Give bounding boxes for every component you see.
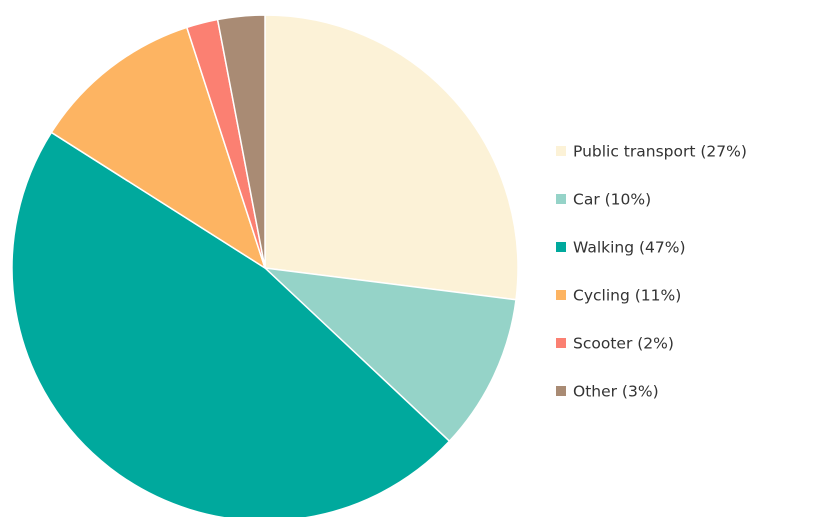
pie-slice bbox=[216, 14, 266, 269]
legend-label: Scooter (2%) bbox=[573, 335, 674, 353]
pie-slice bbox=[262, 266, 517, 443]
pie-slice bbox=[11, 131, 451, 517]
legend-label: Car (10%) bbox=[573, 191, 651, 209]
pie-slice bbox=[264, 14, 519, 301]
legend-label: Cycling (11%) bbox=[573, 287, 681, 305]
legend-label: Public transport (27%) bbox=[573, 143, 747, 161]
legend-swatch bbox=[556, 290, 566, 300]
pie-slice bbox=[50, 26, 267, 270]
legend-swatch bbox=[556, 242, 566, 252]
legend-swatch bbox=[556, 386, 566, 396]
legend-swatch bbox=[556, 146, 566, 156]
legend-label: Walking (47%) bbox=[573, 239, 686, 257]
legend-label: Other (3%) bbox=[573, 383, 659, 401]
legend-swatch bbox=[556, 194, 566, 204]
legend-swatch bbox=[556, 338, 566, 348]
